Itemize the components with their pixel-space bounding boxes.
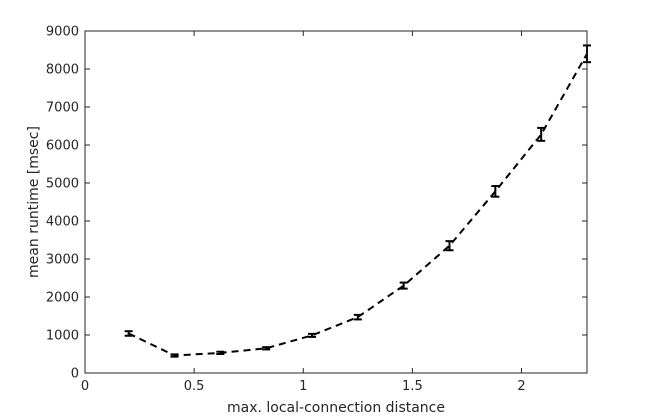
x-tick-label: 0.5 bbox=[184, 379, 205, 394]
y-tick-label: 2000 bbox=[46, 291, 79, 306]
y-axis: 0 1000 2000 3000 4000 5000 6000 7000 8000 9000 bbox=[46, 25, 587, 382]
y-tick-label: 1000 bbox=[46, 329, 79, 344]
y-tick-label: 4000 bbox=[46, 215, 79, 230]
error-bar bbox=[307, 332, 316, 338]
error-bar bbox=[262, 346, 271, 351]
error-bar bbox=[491, 185, 500, 198]
y-axis-label: mean runtime [msec] bbox=[26, 126, 42, 278]
x-tick-label: 1 bbox=[299, 379, 307, 394]
plot-background bbox=[85, 31, 587, 373]
x-axis: 0 0.5 1 1.5 2 bbox=[81, 31, 526, 394]
y-tick-label: 7000 bbox=[46, 101, 79, 116]
plot-frame bbox=[84, 30, 588, 374]
error-bar bbox=[353, 313, 362, 321]
y-tick-label: 0 bbox=[71, 367, 79, 382]
y-tick-label: 5000 bbox=[46, 177, 79, 192]
x-tick-label: 1.5 bbox=[402, 379, 423, 394]
y-tick-label: 3000 bbox=[46, 253, 79, 268]
x-axis-label: max. local-connection distance bbox=[227, 400, 445, 416]
error-bar bbox=[124, 330, 133, 337]
error-bar bbox=[170, 353, 179, 358]
error-bar bbox=[399, 281, 408, 290]
y-tick-label: 8000 bbox=[46, 63, 79, 78]
error-bar bbox=[445, 240, 454, 252]
x-tick-label: 2 bbox=[517, 379, 525, 394]
x-tick-label: 0 bbox=[81, 379, 89, 394]
y-tick-label: 9000 bbox=[46, 25, 79, 40]
error-bar bbox=[537, 126, 546, 142]
y-tick-label: 6000 bbox=[46, 139, 79, 154]
error-bar bbox=[216, 350, 225, 355]
